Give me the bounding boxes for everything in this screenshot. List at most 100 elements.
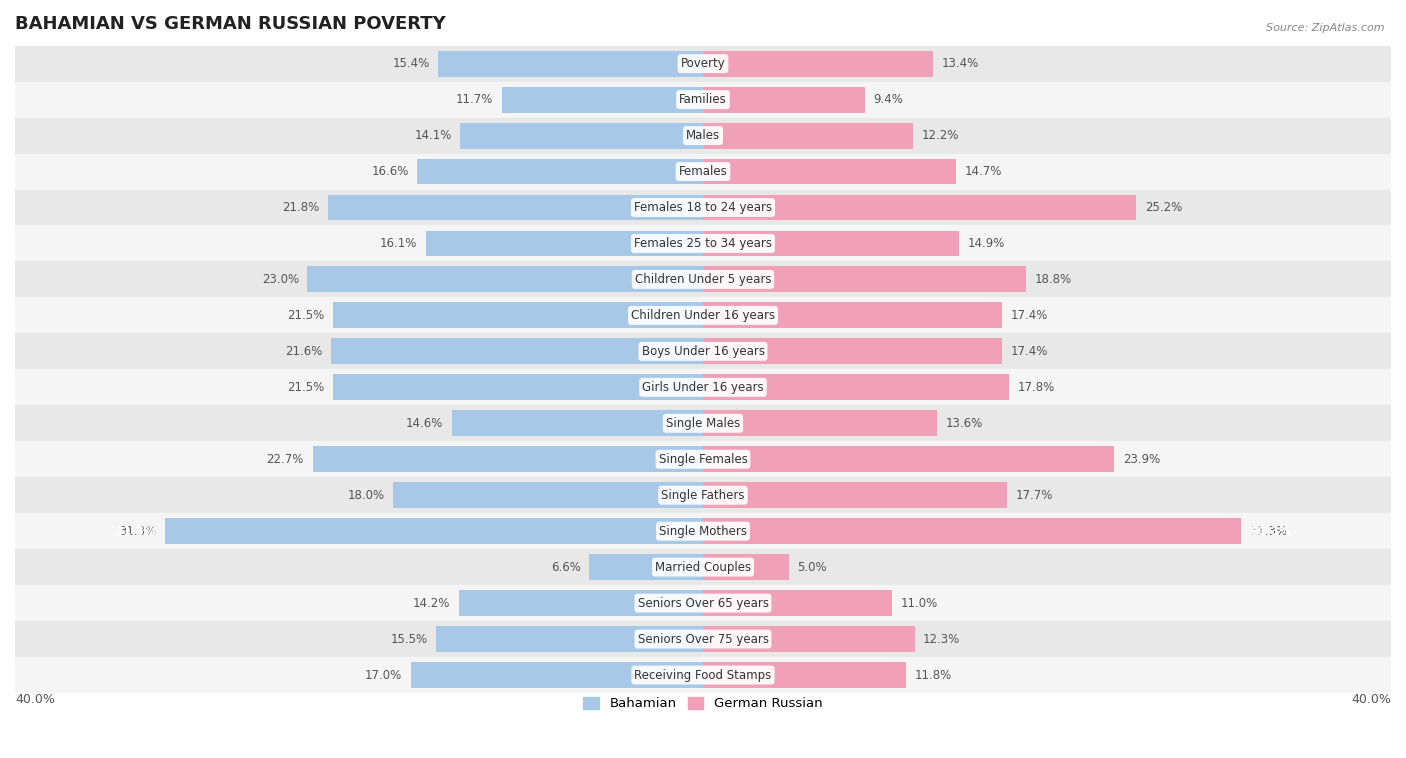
Text: 31.3%: 31.3% xyxy=(120,525,156,537)
Text: 14.7%: 14.7% xyxy=(965,165,1002,178)
Bar xyxy=(15,585,1391,621)
Bar xyxy=(15,297,1391,334)
Text: Single Mothers: Single Mothers xyxy=(659,525,747,537)
Text: Poverty: Poverty xyxy=(681,57,725,70)
Text: 25.2%: 25.2% xyxy=(1144,201,1182,214)
Text: 23.9%: 23.9% xyxy=(1122,453,1160,465)
Text: 18.0%: 18.0% xyxy=(347,489,385,502)
Bar xyxy=(332,338,703,365)
Bar xyxy=(703,51,934,77)
Bar xyxy=(15,334,1391,369)
Bar xyxy=(165,518,703,544)
Text: Single Fathers: Single Fathers xyxy=(661,489,745,502)
Text: Children Under 16 years: Children Under 16 years xyxy=(631,309,775,322)
Text: Source: ZipAtlas.com: Source: ZipAtlas.com xyxy=(1267,23,1385,33)
Bar xyxy=(703,158,956,184)
Bar xyxy=(15,369,1391,406)
Text: Seniors Over 65 years: Seniors Over 65 years xyxy=(637,597,769,609)
Bar xyxy=(703,554,789,580)
Bar xyxy=(15,225,1391,262)
Text: 9.4%: 9.4% xyxy=(873,93,903,106)
Bar xyxy=(703,626,914,652)
Text: 13.6%: 13.6% xyxy=(945,417,983,430)
Text: 21.5%: 21.5% xyxy=(287,381,325,394)
Text: 12.2%: 12.2% xyxy=(921,129,959,142)
Text: 17.8%: 17.8% xyxy=(1018,381,1054,394)
Text: Females: Females xyxy=(679,165,727,178)
Text: 17.7%: 17.7% xyxy=(1017,489,1053,502)
Bar xyxy=(15,154,1391,190)
Bar xyxy=(333,302,703,328)
Bar xyxy=(15,441,1391,478)
Text: Females 18 to 24 years: Females 18 to 24 years xyxy=(634,201,772,214)
Text: Married Couples: Married Couples xyxy=(655,561,751,574)
Bar xyxy=(308,267,703,293)
Text: 17.0%: 17.0% xyxy=(364,669,402,681)
Bar xyxy=(15,657,1391,693)
Bar xyxy=(15,262,1391,297)
Text: 17.4%: 17.4% xyxy=(1011,345,1049,358)
Bar xyxy=(436,626,703,652)
Bar xyxy=(15,549,1391,585)
Text: 13.4%: 13.4% xyxy=(942,57,980,70)
Text: Single Males: Single Males xyxy=(666,417,740,430)
Text: Receiving Food Stamps: Receiving Food Stamps xyxy=(634,669,772,681)
Bar xyxy=(15,190,1391,225)
Bar xyxy=(703,374,1010,400)
Text: 5.0%: 5.0% xyxy=(797,561,827,574)
Text: 21.8%: 21.8% xyxy=(283,201,319,214)
Bar xyxy=(703,230,959,256)
Text: Males: Males xyxy=(686,129,720,142)
Text: 17.4%: 17.4% xyxy=(1011,309,1049,322)
Bar xyxy=(333,374,703,400)
Text: 40.0%: 40.0% xyxy=(1351,693,1391,706)
Text: 15.5%: 15.5% xyxy=(391,633,427,646)
Text: 11.7%: 11.7% xyxy=(456,93,494,106)
Bar xyxy=(426,230,703,256)
Bar xyxy=(703,410,936,437)
Bar xyxy=(703,302,1002,328)
Text: 14.6%: 14.6% xyxy=(406,417,443,430)
Bar xyxy=(458,590,703,616)
Text: 14.9%: 14.9% xyxy=(967,237,1005,250)
Bar xyxy=(439,51,703,77)
Text: 14.1%: 14.1% xyxy=(415,129,451,142)
Bar xyxy=(15,45,1391,82)
Bar xyxy=(15,513,1391,549)
Bar xyxy=(703,662,905,688)
Text: Seniors Over 75 years: Seniors Over 75 years xyxy=(637,633,769,646)
Bar xyxy=(461,123,703,149)
Bar xyxy=(15,406,1391,441)
Text: 31.3%: 31.3% xyxy=(1250,525,1291,537)
Bar xyxy=(451,410,703,437)
Bar xyxy=(703,86,865,112)
Bar xyxy=(703,123,912,149)
Text: Girls Under 16 years: Girls Under 16 years xyxy=(643,381,763,394)
Bar xyxy=(502,86,703,112)
Text: 12.3%: 12.3% xyxy=(924,633,960,646)
Bar xyxy=(703,482,1008,508)
Bar xyxy=(703,518,1241,544)
Text: Boys Under 16 years: Boys Under 16 years xyxy=(641,345,765,358)
Bar xyxy=(15,478,1391,513)
Bar xyxy=(15,82,1391,117)
Bar xyxy=(411,662,703,688)
Bar xyxy=(703,267,1026,293)
Text: 11.0%: 11.0% xyxy=(901,597,938,609)
Bar xyxy=(589,554,703,580)
Text: Children Under 5 years: Children Under 5 years xyxy=(634,273,772,286)
Bar xyxy=(703,338,1002,365)
Text: BAHAMIAN VS GERMAN RUSSIAN POVERTY: BAHAMIAN VS GERMAN RUSSIAN POVERTY xyxy=(15,15,446,33)
Text: 21.6%: 21.6% xyxy=(285,345,323,358)
Bar xyxy=(328,195,703,221)
Text: 31.3%: 31.3% xyxy=(115,525,156,537)
Text: 11.8%: 11.8% xyxy=(914,669,952,681)
Bar xyxy=(15,117,1391,154)
Bar xyxy=(703,590,893,616)
Text: 16.1%: 16.1% xyxy=(380,237,418,250)
Text: 31.3%: 31.3% xyxy=(1250,525,1286,537)
Text: 18.8%: 18.8% xyxy=(1035,273,1073,286)
Text: 14.2%: 14.2% xyxy=(413,597,450,609)
Text: 40.0%: 40.0% xyxy=(15,693,55,706)
Bar xyxy=(15,621,1391,657)
